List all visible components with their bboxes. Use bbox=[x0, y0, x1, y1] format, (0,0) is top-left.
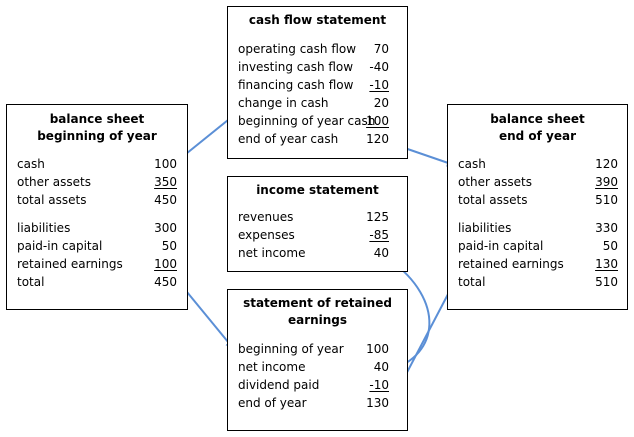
row-value: 100 bbox=[366, 342, 389, 356]
row-label: retained earnings bbox=[17, 257, 123, 271]
balance-end-title-2: end of year bbox=[498, 129, 577, 143]
row-label: other assets bbox=[458, 175, 532, 189]
table-row: cash 100 bbox=[17, 155, 177, 173]
table-row: liabilities 330 bbox=[458, 219, 618, 237]
row-value: 100 bbox=[154, 257, 177, 271]
row-label: investing cash flow bbox=[238, 60, 354, 74]
row-label: total assets bbox=[458, 193, 528, 207]
retained-earnings-statement: statement of retained earnings beginning… bbox=[227, 289, 408, 431]
balance-end-title-1: balance sheet bbox=[490, 112, 585, 126]
row-label: dividend paid bbox=[238, 378, 320, 392]
row-value: 450 bbox=[154, 193, 177, 207]
row-value: 130 bbox=[595, 257, 618, 271]
row-value: 390 bbox=[595, 175, 618, 189]
table-row: change in cash 20 bbox=[238, 94, 397, 112]
row-value: 450 bbox=[154, 275, 177, 289]
row-value: 40 bbox=[373, 360, 389, 374]
row-value: 350 bbox=[154, 175, 177, 189]
row-value: -10 bbox=[369, 78, 389, 92]
row-value: -40 bbox=[369, 60, 389, 74]
balance-begin-title-1: balance sheet bbox=[49, 112, 145, 126]
table-row: beginning of year cash 100 bbox=[238, 112, 397, 130]
row-label: total bbox=[458, 275, 486, 289]
table-row: dividend paid -10 bbox=[238, 376, 397, 394]
row-label: end of year cash bbox=[238, 132, 339, 146]
row-value: 330 bbox=[595, 221, 618, 235]
table-row: liabilities 300 bbox=[17, 219, 177, 237]
row-label: change in cash bbox=[238, 96, 329, 110]
retained-title-2: earnings bbox=[287, 313, 348, 327]
row-label: other assets bbox=[17, 175, 91, 189]
row-value: 50 bbox=[161, 239, 177, 253]
balance-begin-title-2: beginning of year bbox=[37, 129, 157, 143]
row-label: cash bbox=[458, 157, 486, 171]
table-row: total assets 450 bbox=[17, 191, 177, 209]
row-label: operating cash flow bbox=[238, 42, 357, 56]
table-row: end of year 130 bbox=[238, 394, 397, 412]
table-row: operating cash flow 70 bbox=[238, 40, 397, 58]
row-label: expenses bbox=[238, 228, 295, 242]
retained-title-1: statement of retained bbox=[243, 296, 392, 310]
cash-flow-title: cash flow statement bbox=[248, 13, 387, 27]
row-value: 40 bbox=[373, 246, 389, 260]
table-row: total 510 bbox=[458, 273, 618, 291]
row-value: 125 bbox=[366, 210, 389, 224]
row-value: 100 bbox=[154, 157, 177, 171]
table-row: expenses -85 bbox=[238, 226, 397, 244]
table-row: other assets 390 bbox=[458, 173, 618, 191]
table-row: investing cash flow -40 bbox=[238, 58, 397, 76]
row-label: cash bbox=[17, 157, 45, 171]
table-row: paid-in capital 50 bbox=[458, 237, 618, 255]
table-row: end of year cash 120 bbox=[238, 130, 397, 148]
balance-sheet-begin: balance sheet beginning of year cash 100 … bbox=[6, 104, 188, 310]
row-value: 120 bbox=[595, 157, 618, 171]
row-label: end of year bbox=[238, 396, 307, 410]
row-label: net income bbox=[238, 246, 306, 260]
row-label: paid-in capital bbox=[458, 239, 544, 253]
table-row: other assets 350 bbox=[17, 173, 177, 191]
table-row: net income 40 bbox=[238, 358, 397, 376]
row-value: 130 bbox=[366, 396, 389, 410]
table-row: paid-in capital 50 bbox=[17, 237, 177, 255]
table-row: retained earnings 100 bbox=[17, 255, 177, 273]
row-label: paid-in capital bbox=[17, 239, 103, 253]
table-row: net income 40 bbox=[238, 244, 397, 262]
row-label: financing cash flow bbox=[238, 78, 354, 92]
row-label: revenues bbox=[238, 210, 294, 224]
row-value: 20 bbox=[373, 96, 389, 110]
row-label: liabilities bbox=[17, 221, 71, 235]
row-label: total bbox=[17, 275, 45, 289]
row-value: 70 bbox=[373, 42, 389, 56]
table-row: total assets 510 bbox=[458, 191, 618, 209]
row-value: -10 bbox=[369, 378, 389, 392]
row-value: 510 bbox=[595, 275, 618, 289]
row-label: total assets bbox=[17, 193, 87, 207]
row-label: beginning of year bbox=[238, 342, 344, 356]
row-value: 120 bbox=[366, 132, 389, 146]
row-value: 50 bbox=[602, 239, 618, 253]
cash-flow-statement: cash flow statement operating cash flow 7… bbox=[227, 6, 408, 159]
row-value: -85 bbox=[369, 228, 389, 242]
income-statement: income statement revenues 125 expenses -85… bbox=[227, 176, 408, 272]
table-row: financing cash flow -10 bbox=[238, 76, 397, 94]
table-row: revenues 125 bbox=[238, 208, 397, 226]
table-row: cash 120 bbox=[458, 155, 618, 173]
row-label: liabilities bbox=[458, 221, 512, 235]
balance-sheet-end: balance sheet end of year cash 120 other … bbox=[447, 104, 628, 310]
row-label: beginning of year cash bbox=[238, 114, 376, 128]
table-row: total 450 bbox=[17, 273, 177, 291]
row-value: 510 bbox=[595, 193, 618, 207]
row-value: 300 bbox=[154, 221, 177, 235]
income-title: income statement bbox=[256, 183, 379, 197]
row-value: 100 bbox=[366, 114, 389, 128]
table-row: beginning of year 100 bbox=[238, 340, 397, 358]
row-label: net income bbox=[238, 360, 306, 374]
table-row: retained earnings 130 bbox=[458, 255, 618, 273]
row-label: retained earnings bbox=[458, 257, 564, 271]
